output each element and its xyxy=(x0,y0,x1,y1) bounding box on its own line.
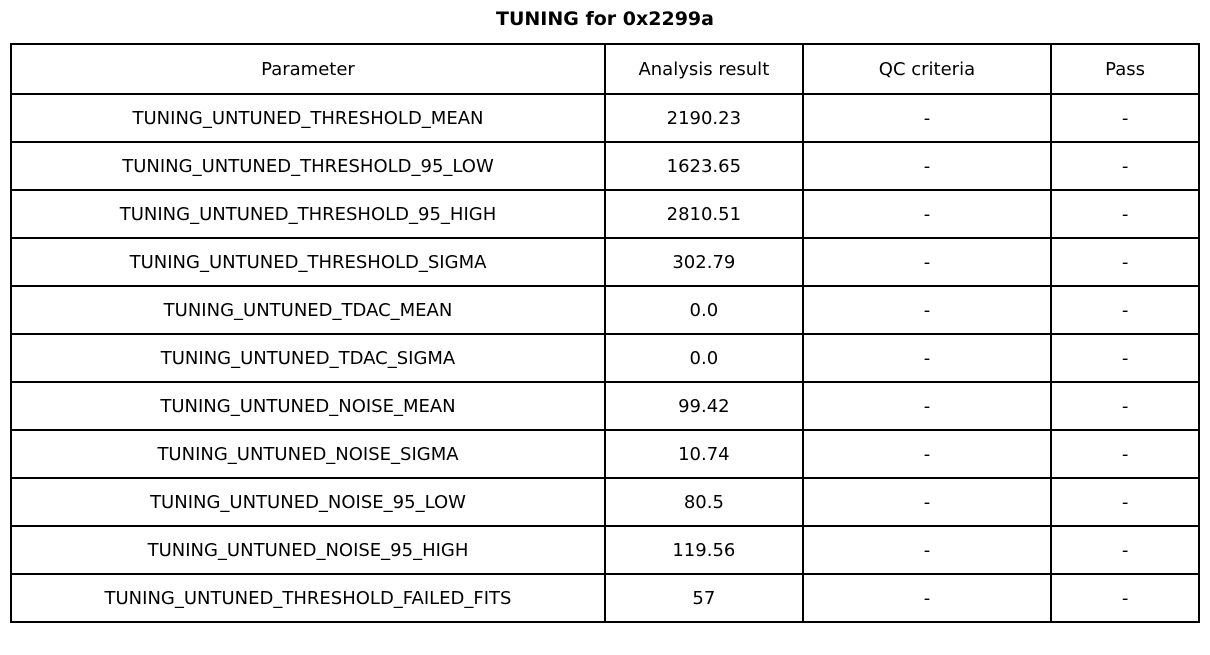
analysis-result-cell: 10.74 xyxy=(604,429,804,479)
analysis-result-cell: 99.42 xyxy=(604,381,804,431)
analysis-result-cell: 1623.65 xyxy=(604,141,804,191)
pass-cell: - xyxy=(1050,141,1200,191)
qc-criteria-cell: - xyxy=(801,237,1053,287)
table-row: TUNING_UNTUNED_TDAC_MEAN 0.0 - - xyxy=(9,285,1200,335)
table-row: TUNING_UNTUNED_THRESHOLD_SIGMA 302.79 - … xyxy=(9,237,1200,287)
parameter-cell: TUNING_UNTUNED_TDAC_SIGMA xyxy=(9,333,607,383)
analysis-result-cell: 0.0 xyxy=(604,285,804,335)
analysis-result-cell: 0.0 xyxy=(604,333,804,383)
pass-cell: - xyxy=(1050,525,1200,575)
qc-criteria-cell: - xyxy=(801,285,1053,335)
pass-cell: - xyxy=(1050,573,1200,623)
analysis-result-cell: 2190.23 xyxy=(604,93,804,143)
qc-criteria-cell: - xyxy=(801,141,1053,191)
parameter-cell: TUNING_UNTUNED_THRESHOLD_95_LOW xyxy=(9,141,607,191)
pass-cell: - xyxy=(1050,429,1200,479)
table-row: TUNING_UNTUNED_NOISE_SIGMA 10.74 - - xyxy=(9,429,1200,479)
parameter-cell: TUNING_UNTUNED_NOISE_95_HIGH xyxy=(9,525,607,575)
qc-criteria-cell: - xyxy=(801,333,1053,383)
table-row: TUNING_UNTUNED_NOISE_95_HIGH 119.56 - - xyxy=(9,525,1200,575)
pass-cell: - xyxy=(1050,333,1200,383)
pass-cell: - xyxy=(1050,189,1200,239)
table-header: Parameter Analysis result QC criteria Pa… xyxy=(9,43,1200,95)
column-header-qc-criteria: QC criteria xyxy=(801,43,1053,95)
parameter-cell: TUNING_UNTUNED_THRESHOLD_95_HIGH xyxy=(9,189,607,239)
table-row: TUNING_UNTUNED_TDAC_SIGMA 0.0 - - xyxy=(9,333,1200,383)
analysis-result-cell: 57 xyxy=(604,573,804,623)
qc-criteria-cell: - xyxy=(801,93,1053,143)
parameter-cell: TUNING_UNTUNED_NOISE_SIGMA xyxy=(9,429,607,479)
qc-results-table: Parameter Analysis result QC criteria Pa… xyxy=(9,43,1200,623)
header-row: Parameter Analysis result QC criteria Pa… xyxy=(9,43,1200,95)
qc-criteria-cell: - xyxy=(801,189,1053,239)
analysis-result-cell: 119.56 xyxy=(604,525,804,575)
table-row: TUNING_UNTUNED_THRESHOLD_95_LOW 1623.65 … xyxy=(9,141,1200,191)
table-row: TUNING_UNTUNED_THRESHOLD_FAILED_FITS 57 … xyxy=(9,573,1200,623)
table-row: TUNING_UNTUNED_NOISE_95_LOW 80.5 - - xyxy=(9,477,1200,527)
qc-criteria-cell: - xyxy=(801,573,1053,623)
pass-cell: - xyxy=(1050,93,1200,143)
table-row: TUNING_UNTUNED_THRESHOLD_95_HIGH 2810.51… xyxy=(9,189,1200,239)
column-header-analysis-result: Analysis result xyxy=(604,43,804,95)
qc-criteria-cell: - xyxy=(801,477,1053,527)
column-header-pass: Pass xyxy=(1050,43,1200,95)
pass-cell: - xyxy=(1050,381,1200,431)
parameter-cell: TUNING_UNTUNED_NOISE_95_LOW xyxy=(9,477,607,527)
qc-criteria-cell: - xyxy=(801,429,1053,479)
qc-criteria-cell: - xyxy=(801,525,1053,575)
analysis-result-cell: 80.5 xyxy=(604,477,804,527)
parameter-cell: TUNING_UNTUNED_TDAC_MEAN xyxy=(9,285,607,335)
chart-title: TUNING for 0x2299a xyxy=(496,8,714,30)
parameter-cell: TUNING_UNTUNED_THRESHOLD_FAILED_FITS xyxy=(9,573,607,623)
column-header-parameter: Parameter xyxy=(9,43,607,95)
table-body: TUNING_UNTUNED_THRESHOLD_MEAN 2190.23 - … xyxy=(9,93,1200,623)
parameter-cell: TUNING_UNTUNED_THRESHOLD_MEAN xyxy=(9,93,607,143)
parameter-cell: TUNING_UNTUNED_NOISE_MEAN xyxy=(9,381,607,431)
qc-criteria-cell: - xyxy=(801,381,1053,431)
table-row: TUNING_UNTUNED_NOISE_MEAN 99.42 - - xyxy=(9,381,1200,431)
parameter-cell: TUNING_UNTUNED_THRESHOLD_SIGMA xyxy=(9,237,607,287)
analysis-result-cell: 302.79 xyxy=(604,237,804,287)
pass-cell: - xyxy=(1050,237,1200,287)
pass-cell: - xyxy=(1050,285,1200,335)
pass-cell: - xyxy=(1050,477,1200,527)
analysis-result-cell: 2810.51 xyxy=(604,189,804,239)
table-row: TUNING_UNTUNED_THRESHOLD_MEAN 2190.23 - … xyxy=(9,93,1200,143)
